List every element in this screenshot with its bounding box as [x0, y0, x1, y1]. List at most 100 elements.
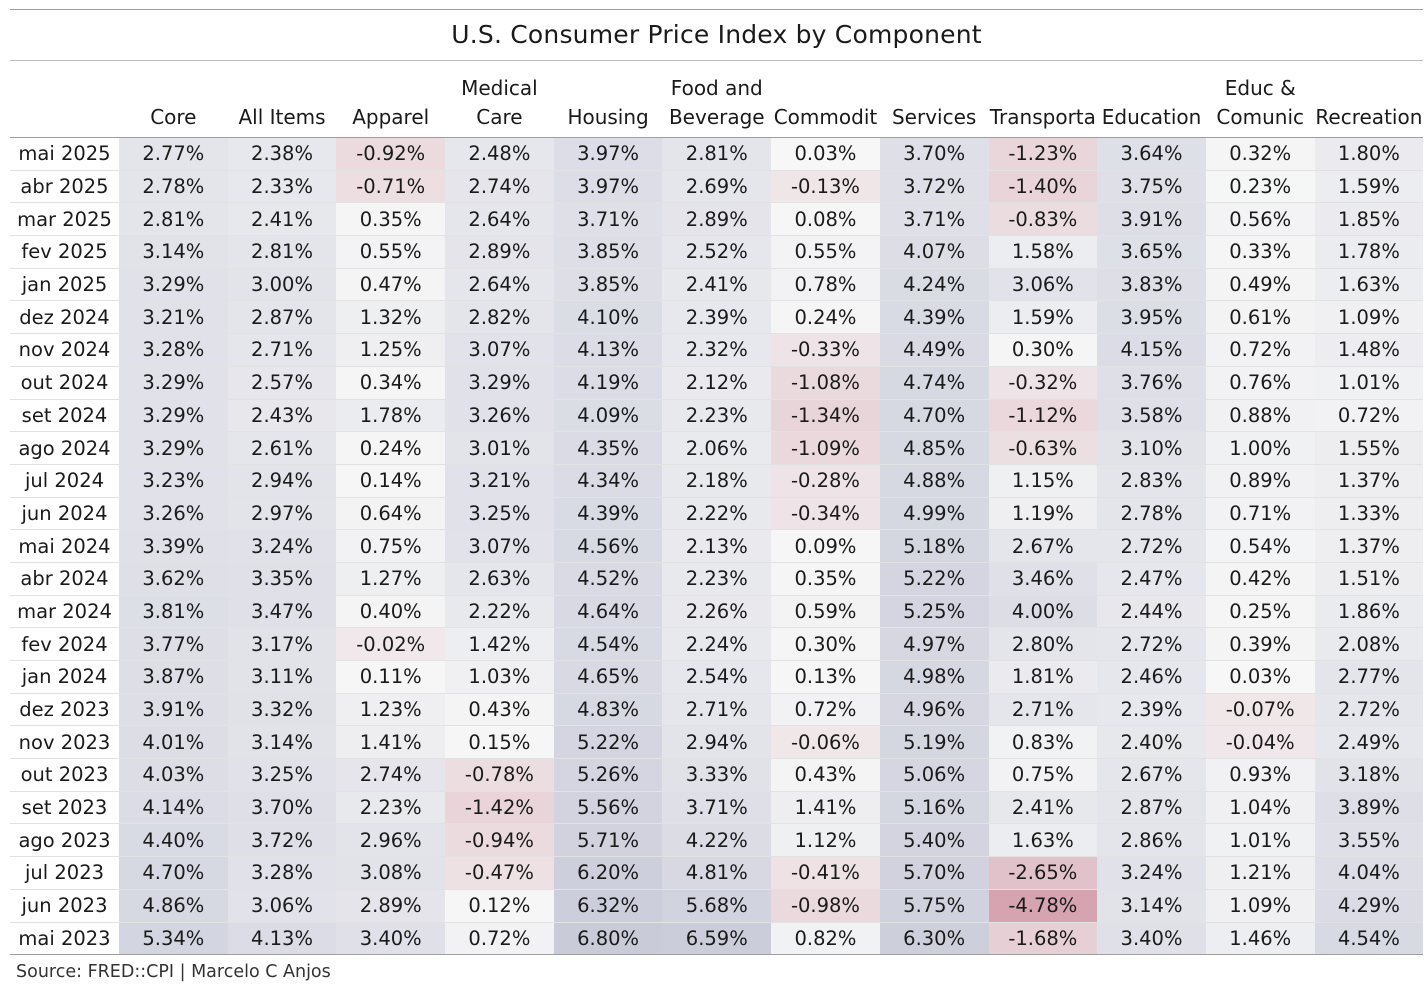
value-cell: 4.98% [879, 660, 989, 694]
value-cell: -0.13% [771, 170, 880, 204]
value-cell: 5.71% [553, 823, 663, 858]
value-cell: 3.81% [119, 595, 228, 629]
value-cell: 2.89% [445, 235, 554, 269]
value-cell: 4.40% [119, 823, 228, 858]
value-cell: 2.46% [1097, 660, 1206, 694]
value-cell: 3.07% [445, 333, 554, 367]
table-row: mar 2025 2.81% 2.41% 0.35% 2.64% 3.71% 2.89% 0.… [10, 202, 1424, 237]
table-row: jul 2024 3.23% 2.94% 0.14% 3.21% 4.34% 2.18% -0… [10, 464, 1424, 498]
column-header-line: Beverage [668, 105, 765, 129]
value-cell: -1.42% [445, 791, 554, 825]
value-cell: 5.16% [879, 791, 989, 825]
table-row: abr 2024 3.62% 3.35% 1.27% 2.63% 4.52% 2.23% 0.… [10, 562, 1424, 596]
value-cell: 0.59% [771, 595, 880, 629]
value-cell: 2.44% [1097, 595, 1206, 629]
value-cell: -4.78% [988, 889, 1098, 923]
value-cell: 1.51% [1314, 562, 1424, 596]
row-label: out 2024 [10, 366, 119, 400]
column-header: Services [880, 60, 989, 138]
value-cell: 4.01% [119, 725, 228, 760]
row-label: ago 2023 [10, 823, 119, 858]
value-cell: 3.85% [553, 268, 663, 302]
value-cell: -1.34% [771, 399, 880, 433]
column-header-line: Recreation [1315, 105, 1423, 129]
value-cell: 0.76% [1205, 366, 1315, 400]
value-cell: 1.01% [1205, 823, 1315, 858]
value-cell: 2.06% [662, 431, 772, 465]
value-cell: 3.23% [119, 464, 228, 498]
value-cell: 1.37% [1314, 529, 1424, 563]
value-cell: 1.01% [1314, 366, 1424, 400]
value-cell: 0.34% [336, 366, 446, 400]
value-cell: 2.74% [445, 170, 554, 204]
value-cell: 2.72% [1097, 529, 1206, 563]
value-cell: 3.25% [445, 497, 554, 531]
value-cell: 2.97% [227, 497, 337, 531]
cpi-table: Core All Items Apparel Medical Care Housing Fo… [10, 60, 1424, 956]
value-cell: 0.24% [771, 300, 880, 335]
value-cell: -2.65% [988, 856, 1098, 890]
value-cell: 4.99% [879, 497, 989, 531]
value-cell: 3.83% [1097, 268, 1206, 302]
value-cell: 0.35% [336, 202, 446, 237]
value-cell: 3.35% [227, 562, 337, 596]
value-cell: 2.89% [336, 889, 446, 923]
column-header-line: Educ & [1224, 76, 1296, 100]
value-cell: 1.09% [1205, 889, 1315, 923]
value-cell: -0.78% [445, 758, 554, 792]
value-cell: 3.95% [1097, 300, 1206, 335]
value-cell: 4.85% [879, 431, 989, 465]
value-cell: 3.28% [227, 856, 337, 890]
column-header: Housing [554, 60, 663, 138]
value-cell: -0.92% [336, 137, 446, 171]
table-row: mai 2025 2.77% 2.38% -0.92% 2.48% 3.97% 2.81% 0… [10, 137, 1424, 171]
value-cell: 3.62% [119, 562, 228, 596]
table-row: abr 2025 2.78% 2.33% -0.71% 2.74% 3.97% 2.69% -… [10, 170, 1424, 204]
value-cell: 2.49% [1314, 725, 1424, 760]
value-cell: 2.57% [227, 366, 337, 400]
value-cell: 2.71% [662, 693, 772, 727]
value-cell: 2.71% [988, 693, 1098, 727]
table-row: dez 2023 3.91% 3.32% 1.23% 0.43% 4.83% 2.71% 0.… [10, 693, 1424, 727]
value-cell: 4.88% [879, 464, 989, 498]
value-cell: 4.34% [553, 464, 663, 498]
row-label: jun 2024 [10, 497, 119, 531]
value-cell: 4.22% [662, 823, 772, 858]
value-cell: 1.80% [1314, 137, 1424, 171]
value-cell: 3.46% [988, 562, 1098, 596]
value-cell: 1.59% [1314, 170, 1424, 204]
value-cell: 6.20% [553, 856, 663, 890]
value-cell: 2.40% [1097, 725, 1206, 760]
value-cell: 1.41% [771, 791, 880, 825]
value-cell: -0.07% [1205, 693, 1315, 727]
value-cell: 5.19% [879, 725, 989, 760]
value-cell: 2.94% [662, 725, 772, 760]
column-header-line: Services [891, 105, 977, 129]
value-cell: 1.46% [1205, 922, 1315, 956]
value-cell: 5.75% [879, 889, 989, 923]
value-cell: 2.47% [1097, 562, 1206, 596]
value-cell: 3.14% [227, 725, 337, 760]
value-cell: 3.97% [553, 170, 663, 204]
column-header: Transporta [989, 60, 1098, 138]
table-row: jun 2024 3.26% 2.97% 0.64% 3.25% 4.39% 2.22% -0… [10, 497, 1424, 531]
value-cell: -0.32% [988, 366, 1098, 400]
row-label: set 2023 [10, 791, 119, 825]
row-label: dez 2024 [10, 300, 119, 335]
value-cell: 4.39% [879, 300, 989, 335]
value-cell: 4.35% [553, 431, 663, 465]
value-cell: 1.58% [988, 235, 1098, 269]
value-cell: 3.01% [445, 431, 554, 465]
value-cell: 0.30% [771, 627, 880, 661]
value-cell: 3.24% [227, 529, 337, 563]
value-cell: 1.78% [336, 399, 446, 433]
value-cell: 4.04% [1314, 856, 1424, 890]
value-cell: 3.87% [119, 660, 228, 694]
value-cell: 2.33% [227, 170, 337, 204]
value-cell: 0.71% [1205, 497, 1315, 531]
value-cell: 4.13% [227, 922, 337, 956]
value-cell: -0.71% [336, 170, 446, 204]
value-cell: 3.17% [227, 627, 337, 661]
value-cell: 0.61% [1205, 300, 1315, 335]
value-cell: 3.33% [662, 758, 772, 792]
